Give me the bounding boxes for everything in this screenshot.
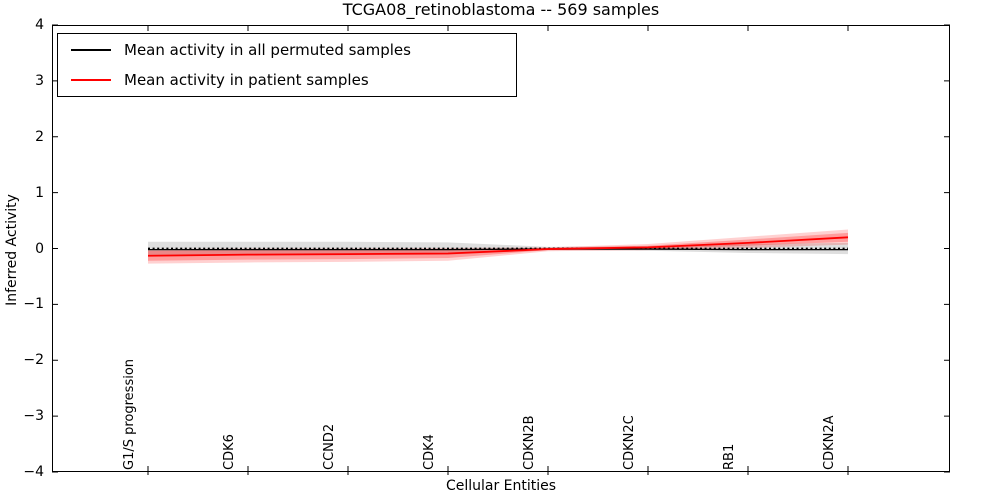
y-tick-label: −1 <box>23 296 44 313</box>
legend-item-patient: Mean activity in patient samples <box>58 65 516 95</box>
y-tick-label: 2 <box>35 128 44 145</box>
x-tick-label: RB1 <box>722 443 737 470</box>
y-tick-label: −2 <box>23 352 44 369</box>
x-tick-label: CDK4 <box>422 434 437 470</box>
plot-canvas <box>52 24 950 475</box>
x-tick-label: CDK6 <box>222 434 237 470</box>
axes-spines <box>52 25 950 472</box>
legend-item-permuted: Mean activity in all permuted samples <box>58 35 516 65</box>
series-line-mean-activity-in-patient-samples <box>147 236 849 257</box>
y-tick-label: 4 <box>35 17 44 33</box>
plot-area <box>52 24 950 475</box>
legend-line-sample-black <box>71 48 111 51</box>
y-tick-label: −4 <box>23 464 44 480</box>
y-tick-label: −3 <box>23 408 44 425</box>
x-tick-label: CDKN2C <box>622 415 637 470</box>
x-tick-label: CDKN2B <box>522 415 537 470</box>
x-tick-label: CCND2 <box>322 423 337 470</box>
y-tick-label: 0 <box>35 240 44 257</box>
legend-line-sample-red <box>71 79 111 82</box>
y-tick-label: 1 <box>35 184 44 201</box>
legend-box: Mean activity in all permuted samples Me… <box>57 33 517 97</box>
legend-label: Mean activity in patient samples <box>124 71 369 90</box>
x-tick-label: G1/S progression <box>122 358 137 470</box>
y-axis-title: Inferred Activity <box>4 194 20 306</box>
x-axis-title: Cellular Entities <box>445 478 557 494</box>
y-tick-label: 3 <box>35 72 44 89</box>
legend-label: Mean activity in all permuted samples <box>124 40 411 59</box>
x-tick-label: CDKN2A <box>822 415 837 470</box>
chart-title: TCGA08_retinoblastoma -- 569 samples <box>342 0 660 19</box>
